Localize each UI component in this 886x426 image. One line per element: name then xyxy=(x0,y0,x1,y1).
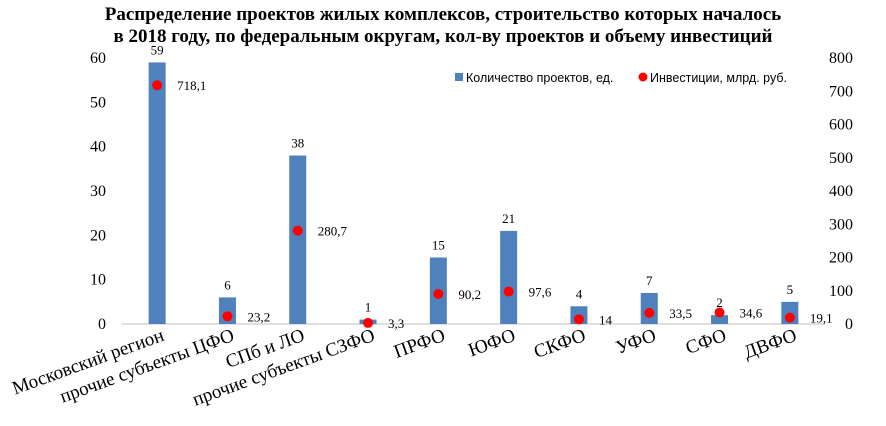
category-label: СКФО xyxy=(531,325,588,363)
legend-dot-swatch xyxy=(638,72,648,82)
investment-value-label: 3,3 xyxy=(388,316,404,331)
investment-value-label: 90,2 xyxy=(458,287,481,302)
right-axis-tick-label: 100 xyxy=(829,283,853,300)
bar xyxy=(148,62,166,324)
investment-value-label: 718,1 xyxy=(177,78,206,93)
bar xyxy=(289,155,307,324)
legend-bar-label: Количество проектов, ед. xyxy=(466,71,613,85)
bar-labels: 59 6 38 1 15 21 4 7 2 5 xyxy=(151,42,793,314)
legend-bar-swatch xyxy=(455,73,463,81)
left-axis-tick-label: 40 xyxy=(90,139,106,156)
bar-value-label: 38 xyxy=(291,136,304,151)
investment-point xyxy=(222,311,233,322)
investment-point xyxy=(644,307,655,318)
investment-value-label: 33,5 xyxy=(669,306,692,321)
bar-value-label: 1 xyxy=(365,300,372,315)
right-axis-tick-label: 800 xyxy=(829,50,853,67)
right-axis-tick-label: 400 xyxy=(829,183,853,200)
category-label: УФО xyxy=(613,325,659,359)
left-axis-ticks: 0 10 20 30 40 50 60 xyxy=(90,50,106,333)
investment-points xyxy=(152,80,795,328)
legend: Количество проектов, ед. Инвестиции, млр… xyxy=(455,71,787,85)
investment-value-label: 280,7 xyxy=(318,224,348,239)
left-axis-tick-label: 60 xyxy=(90,50,106,67)
investment-point xyxy=(363,317,374,328)
investment-point xyxy=(503,286,514,297)
investment-point xyxy=(573,314,584,325)
investment-point xyxy=(714,307,725,318)
bar-value-label: 4 xyxy=(576,286,583,301)
right-axis-ticks: 0 100 200 300 400 500 600 700 800 xyxy=(829,50,853,333)
investment-point xyxy=(292,225,303,236)
left-axis-tick-label: 30 xyxy=(90,183,106,200)
category-label: ЮФО xyxy=(466,325,519,361)
investment-value-label: 34,6 xyxy=(740,305,763,320)
chart-title-line-1: Распределение проектов жилых комплексов,… xyxy=(105,4,781,25)
category-label: ДВФО xyxy=(741,325,799,363)
bar-value-label: 6 xyxy=(224,277,231,292)
chart-title-line-2: в 2018 году, по федеральным округам, кол… xyxy=(113,26,772,47)
left-axis-tick-label: 0 xyxy=(98,316,106,333)
bar xyxy=(711,315,729,324)
investment-value-label: 14 xyxy=(599,312,613,327)
right-axis-tick-label: 600 xyxy=(829,117,853,134)
right-axis-tick-label: 700 xyxy=(829,83,853,100)
investment-value-label: 19,1 xyxy=(810,311,833,326)
investment-point xyxy=(152,80,163,91)
right-axis-tick-label: 300 xyxy=(829,216,853,233)
investment-point xyxy=(784,312,795,323)
bars xyxy=(148,62,799,324)
bar-value-label: 59 xyxy=(151,42,164,57)
bar-value-label: 5 xyxy=(787,282,794,297)
investment-value-label: 97,6 xyxy=(529,285,552,300)
bar-value-label: 15 xyxy=(432,238,445,253)
investment-point xyxy=(433,289,444,300)
left-axis-tick-label: 20 xyxy=(90,227,106,244)
investment-value-label: 23,2 xyxy=(247,309,270,324)
left-axis-tick-label: 10 xyxy=(90,272,106,289)
bar-value-label: 21 xyxy=(502,211,515,226)
right-axis-tick-label: 500 xyxy=(829,150,853,167)
bar-value-label: 2 xyxy=(716,295,723,310)
bar-value-label: 7 xyxy=(646,273,653,288)
bar xyxy=(500,230,518,324)
right-axis-tick-label: 0 xyxy=(845,316,853,333)
legend-dot-label: Инвестиции, млрд. руб. xyxy=(650,71,787,85)
category-label: СФО xyxy=(683,325,729,359)
right-axis-tick-label: 200 xyxy=(829,250,853,267)
left-axis-tick-label: 50 xyxy=(90,94,106,111)
